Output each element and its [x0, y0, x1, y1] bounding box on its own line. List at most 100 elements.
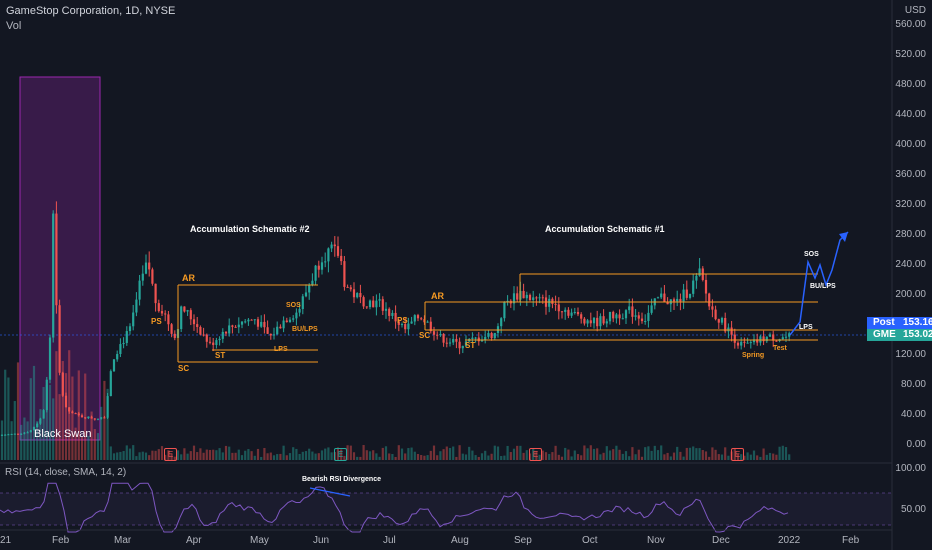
volume-bar: [301, 451, 304, 460]
candle-body: [32, 427, 36, 431]
volume-bar: [640, 456, 644, 460]
volume-bar: [461, 453, 464, 460]
volume-bar: [106, 388, 109, 460]
earnings-marker[interactable]: E: [731, 448, 744, 461]
candle-body: [586, 320, 589, 324]
volume-bar: [90, 411, 93, 460]
rsi-label[interactable]: RSI (14, close, SMA, 14, 2): [5, 467, 127, 478]
volume-bar: [404, 453, 407, 460]
candle-body: [448, 342, 452, 344]
volume-bar: [605, 446, 608, 460]
volume-bar: [100, 406, 103, 460]
volume-bar: [340, 449, 343, 460]
candle-body: [500, 318, 503, 327]
volume-bar: [250, 451, 253, 460]
volume-bar: [244, 450, 247, 460]
candle-body: [717, 319, 720, 323]
candle-body: [772, 334, 775, 341]
last-price-tag: GME 153.02: [867, 329, 932, 341]
candle-body: [96, 418, 100, 420]
price-tick: 120.00: [895, 349, 926, 360]
volume-bar: [138, 452, 141, 460]
s1-sc-label: SC: [419, 331, 431, 340]
candle-body: [205, 334, 208, 342]
candle-body: [394, 312, 397, 322]
volume-bar: [532, 448, 535, 460]
volume-bar: [212, 449, 215, 460]
volume-bar: [352, 452, 356, 460]
candle-body: [164, 313, 167, 315]
candle-body: [602, 316, 605, 324]
volume-bar: [557, 454, 560, 460]
candle-body: [407, 323, 410, 330]
volume-bar: [167, 450, 170, 460]
candle-body: [103, 417, 106, 419]
candle-body: [461, 345, 464, 349]
price-tick: 440.00: [895, 109, 926, 120]
volume-bar: [247, 449, 250, 460]
price-axis[interactable]: USD 560.00 520.00 480.00 440.00 400.00 360.00…: [892, 0, 932, 550]
volume-bar: [397, 445, 400, 460]
volume-bar: [237, 449, 240, 460]
volume-bar: [724, 447, 727, 460]
volume-bar: [234, 452, 237, 460]
volume-bar: [282, 445, 285, 460]
volume-indicator-label[interactable]: Vol: [6, 20, 22, 32]
volume-bar: [272, 455, 276, 460]
volume-bar: [304, 451, 308, 460]
candle-body: [416, 315, 420, 319]
chart-header: GameStop Corporation, 1D, NYSE Vol: [6, 4, 175, 34]
candle-body: [212, 342, 215, 345]
symbol-title[interactable]: GameStop Corporation, 1D, NYSE: [6, 5, 176, 17]
candle-body: [445, 342, 448, 344]
candle-body: [631, 306, 634, 317]
candle-body: [208, 341, 212, 343]
volume-bar: [7, 377, 10, 460]
candle-body: [285, 320, 288, 323]
volume-bar: [656, 450, 660, 460]
volume-bar: [426, 455, 429, 460]
volume-bar: [26, 421, 29, 460]
candle-body: [644, 320, 647, 322]
volume-bar: [717, 454, 720, 460]
dividend-marker[interactable]: E: [334, 448, 347, 461]
candle-body: [432, 331, 436, 335]
volume-bar: [391, 454, 394, 460]
candle-body: [106, 396, 109, 418]
candle-body: [119, 344, 122, 355]
volume-bar: [580, 455, 583, 460]
candle-body: [317, 265, 320, 270]
volume-bar: [208, 449, 212, 460]
candle-body: [148, 262, 151, 270]
volume-bar: [330, 452, 333, 460]
candle-body: [640, 318, 644, 322]
volume-bar: [205, 449, 208, 460]
rsi-line: [0, 482, 789, 533]
volume-bar: [704, 451, 708, 460]
volume-bar: [599, 454, 602, 460]
candle-body: [618, 314, 621, 319]
candle-body: [589, 320, 592, 324]
volume-bar: [746, 452, 749, 460]
candle-body: [202, 334, 205, 336]
time-tick: 2022: [778, 535, 801, 546]
volume-bar: [276, 454, 279, 460]
volume-bar: [727, 455, 730, 460]
candle-body: [29, 430, 32, 433]
volume-bar: [176, 450, 180, 460]
candle-body: [250, 319, 253, 321]
earnings-marker[interactable]: E: [164, 448, 177, 461]
volume-bar: [144, 452, 148, 460]
candle-body: [192, 319, 196, 325]
rsi-tick: 100.00: [895, 463, 926, 474]
volume-bar: [151, 450, 154, 460]
earnings-marker[interactable]: E: [529, 448, 542, 461]
candle-body: [599, 316, 602, 327]
price-tick: 560.00: [895, 19, 926, 30]
candle-body: [170, 324, 173, 334]
candle-body: [608, 311, 612, 322]
volume-bar: [263, 447, 266, 460]
volume-bar: [464, 454, 468, 460]
candle-body: [733, 334, 736, 343]
